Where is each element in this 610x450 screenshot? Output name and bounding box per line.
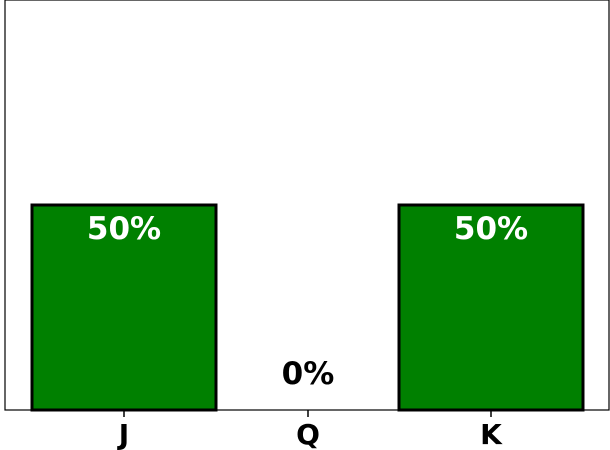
plot-frame [4,0,610,411]
bar-k [397,203,585,412]
x-tick-label-j: J [117,418,129,450]
x-tick-label-q: Q [296,418,320,450]
data-label-j: 50% [87,211,161,247]
data-label-q: 0% [282,356,335,392]
data-label-k: 50% [454,211,528,247]
x-tick-label-k: K [480,418,503,450]
